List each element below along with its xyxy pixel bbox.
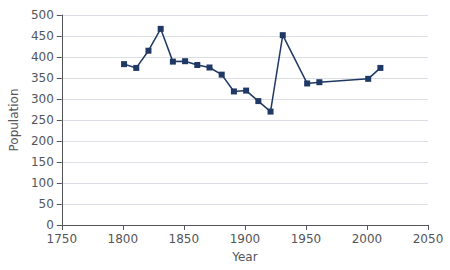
svg-text:1800: 1800	[108, 232, 139, 246]
svg-text:150: 150	[31, 155, 54, 169]
svg-text:Population: Population	[7, 88, 21, 151]
svg-text:350: 350	[31, 71, 54, 85]
svg-text:0: 0	[46, 218, 54, 232]
svg-text:200: 200	[31, 134, 54, 148]
svg-text:400: 400	[31, 50, 54, 64]
svg-text:100: 100	[31, 176, 54, 190]
svg-text:1850: 1850	[169, 232, 200, 246]
svg-text:500: 500	[31, 8, 54, 22]
svg-text:50: 50	[39, 197, 54, 211]
svg-text:1950: 1950	[291, 232, 322, 246]
svg-text:300: 300	[31, 92, 54, 106]
svg-text:1900: 1900	[230, 232, 261, 246]
svg-text:1750: 1750	[47, 232, 78, 246]
svg-text:250: 250	[31, 113, 54, 127]
svg-text:450: 450	[31, 29, 54, 43]
svg-text:2050: 2050	[413, 232, 444, 246]
svg-text:Year: Year	[231, 250, 257, 264]
svg-text:2000: 2000	[352, 232, 383, 246]
